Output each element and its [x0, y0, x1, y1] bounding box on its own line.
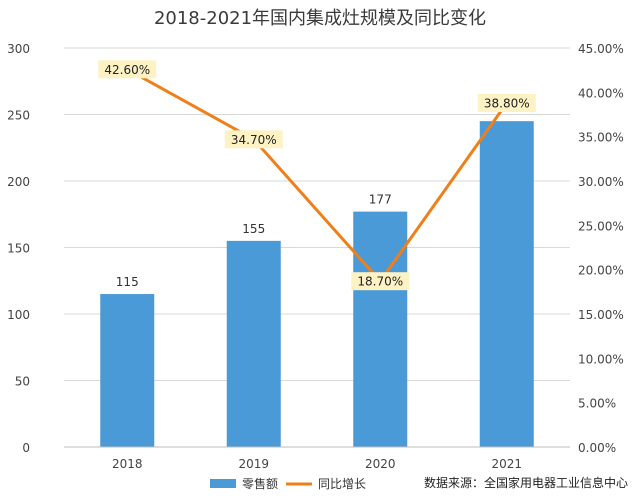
right-tick-label: 45.00% [578, 42, 624, 56]
right-tick-label: 40.00% [578, 86, 624, 100]
line-series: 42.60% 34.70% 18.70% 38.80% [98, 60, 536, 291]
line-data-label: 42.60% [104, 63, 150, 77]
left-tick-label: 250 [7, 109, 30, 123]
x-tick-label: 2018 [112, 457, 143, 471]
right-tick-label: 0.00% [578, 441, 616, 455]
source-note: 数据来源：全国家用电器工业信息中心 [424, 475, 628, 490]
legend-label-bar: 零售额 [242, 476, 278, 491]
legend-swatch-bar [210, 479, 236, 488]
line-label-box [98, 60, 157, 79]
x-tick-label: 2021 [491, 457, 522, 471]
x-tick-label: 2019 [238, 457, 269, 471]
legend-label-line: 同比增长 [318, 477, 366, 491]
right-tick-label: 30.00% [578, 175, 624, 189]
left-tick-label: 300 [7, 42, 30, 56]
bar [353, 211, 408, 447]
right-axis: 0.00% 5.00% 10.00% 15.00% 20.00% 25.00% 30.00%… [578, 42, 624, 455]
line-data-label: 34.70% [231, 133, 277, 147]
bar-data-label: 177 [369, 193, 392, 207]
line-label-box [224, 130, 283, 149]
bar [479, 121, 534, 448]
left-tick-label: 150 [7, 242, 30, 256]
bar [100, 294, 155, 447]
right-tick-label: 25.00% [578, 219, 624, 233]
legend: 零售额 同比增长 [210, 476, 366, 491]
right-tick-label: 10.00% [578, 352, 624, 366]
bar-data-label: 155 [242, 222, 265, 236]
bar-data-label: 115 [116, 275, 139, 289]
right-tick-label: 35.00% [578, 131, 624, 145]
chart-title: 2018-2021年国内集成灶规模及同比变化 [154, 8, 486, 29]
bar-series: 115 155 177 [100, 121, 534, 448]
line-label-box [351, 272, 410, 291]
right-tick-label: 5.00% [578, 397, 616, 411]
left-axis: 0 50 100 150 200 250 300 [7, 42, 30, 455]
bar [226, 240, 281, 447]
left-tick-label: 0 [22, 441, 30, 455]
line-data-label: 38.80% [484, 96, 530, 110]
line-data-label: 18.70% [357, 275, 403, 289]
left-tick-label: 50 [15, 375, 30, 389]
line-label-box [477, 93, 536, 112]
line-path [126, 67, 508, 283]
right-tick-label: 20.00% [578, 264, 624, 278]
x-axis: 2018 2019 2020 2021 [64, 446, 570, 471]
right-tick-label: 15.00% [578, 308, 624, 322]
left-tick-label: 100 [7, 308, 30, 322]
left-tick-label: 200 [7, 175, 30, 189]
x-tick-label: 2020 [365, 457, 396, 471]
